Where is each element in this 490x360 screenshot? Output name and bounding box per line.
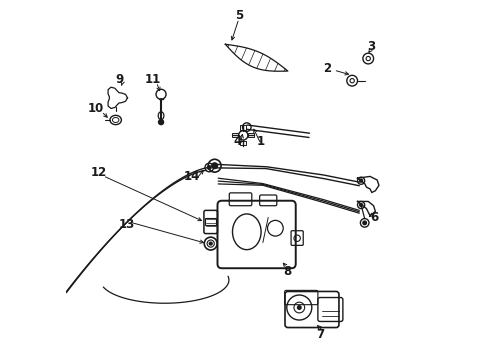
Circle shape — [358, 202, 365, 208]
Text: 1: 1 — [257, 135, 265, 148]
Text: 9: 9 — [116, 73, 124, 86]
Circle shape — [297, 306, 301, 309]
Text: 2: 2 — [323, 62, 331, 75]
Circle shape — [358, 177, 365, 184]
Circle shape — [360, 203, 363, 206]
Text: 3: 3 — [367, 40, 375, 53]
Circle shape — [159, 120, 164, 125]
Text: 13: 13 — [118, 218, 135, 231]
Text: 7: 7 — [317, 328, 325, 341]
Text: 6: 6 — [370, 211, 378, 224]
Text: 14: 14 — [184, 170, 200, 183]
Circle shape — [207, 166, 211, 169]
Text: 5: 5 — [235, 9, 243, 22]
Circle shape — [363, 221, 367, 225]
Text: 11: 11 — [145, 73, 161, 86]
Circle shape — [212, 163, 218, 168]
Text: 8: 8 — [283, 265, 291, 278]
Circle shape — [360, 179, 363, 182]
Text: 12: 12 — [91, 166, 107, 179]
Circle shape — [209, 242, 212, 245]
Text: 10: 10 — [88, 102, 104, 115]
Text: 4: 4 — [233, 135, 241, 148]
